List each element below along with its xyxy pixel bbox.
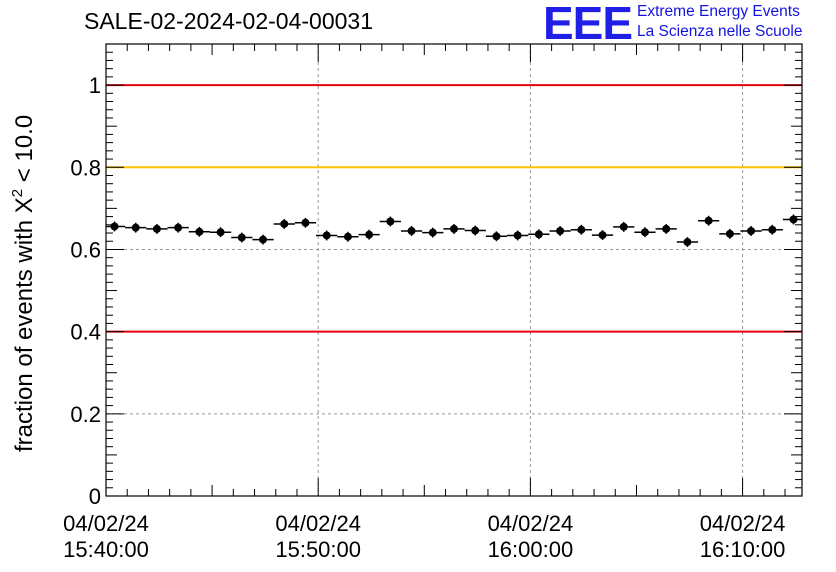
data-marker: [343, 232, 352, 241]
data-point: [146, 223, 168, 234]
data-marker: [789, 215, 798, 224]
y-tick-label: 1: [89, 73, 101, 98]
eee-logo-line1: Extreme Energy Events: [637, 3, 800, 20]
data-point: [379, 216, 401, 227]
data-marker: [640, 228, 649, 237]
data-point: [549, 226, 571, 236]
data-point: [106, 221, 126, 232]
data-point: [570, 224, 592, 235]
data-marker: [768, 225, 777, 234]
data-marker: [513, 231, 522, 240]
data-marker: [683, 238, 692, 247]
data-marker: [407, 226, 416, 235]
data-point: [507, 230, 529, 241]
data-marker: [110, 222, 119, 231]
data-point: [443, 223, 465, 234]
data-marker: [577, 225, 586, 234]
y-tick-label: 0.2: [70, 402, 101, 427]
data-point: [400, 226, 423, 236]
y-tick-label: 0.4: [70, 320, 101, 345]
data-point: [294, 217, 317, 228]
y-axis-label: fraction of events with X2 < 10.0: [9, 115, 38, 452]
x-tick-time-label: 16:00:00: [488, 537, 574, 562]
data-marker: [280, 219, 289, 228]
x-tick-time-label: 16:10:00: [700, 537, 786, 562]
data-marker: [704, 216, 713, 225]
data-point: [209, 227, 232, 238]
data-point: [337, 231, 359, 242]
data-point: [740, 226, 762, 236]
data-point: [464, 225, 486, 236]
data-marker: [365, 230, 374, 239]
data-point: [252, 234, 274, 245]
data-marker: [386, 217, 395, 226]
data-marker: [662, 224, 671, 233]
data-point: [167, 222, 189, 233]
data-marker: [195, 227, 204, 236]
x-tick-date-label: 04/02/24: [488, 511, 574, 536]
data-marker: [492, 232, 501, 241]
data-points: [106, 214, 802, 247]
data-marker: [259, 235, 268, 244]
data-point: [613, 221, 635, 232]
chart-title: SALE-02-2024-02-04-00031: [84, 8, 373, 34]
data-marker: [322, 231, 331, 240]
y-tick-label: 0: [89, 484, 101, 509]
data-point: [634, 227, 656, 238]
data-marker: [428, 228, 437, 237]
data-marker: [450, 224, 458, 233]
data-point: [316, 230, 338, 241]
data-point: [485, 231, 508, 242]
data-marker: [216, 228, 225, 237]
y-tick-label: 0.6: [70, 237, 101, 262]
x-tick-date-label: 04/02/24: [275, 511, 361, 536]
x-tick-date-label: 04/02/24: [63, 511, 149, 536]
plot-frame: [105, 43, 803, 497]
x-tick-date-label: 04/02/24: [700, 511, 786, 536]
data-point: [125, 222, 147, 233]
data-point: [231, 232, 253, 243]
data-marker: [534, 230, 543, 239]
data-marker: [598, 231, 607, 240]
data-marker: [301, 218, 310, 227]
data-marker: [556, 226, 565, 235]
data-point: [698, 215, 720, 226]
data-marker: [725, 229, 734, 238]
data-point: [719, 228, 741, 239]
data-marker: [747, 226, 756, 235]
y-axis-label-suffix: < 10.0: [11, 115, 38, 189]
data-point: [761, 224, 783, 235]
y-axis-label-superscript: 2: [9, 189, 26, 197]
data-marker: [152, 224, 161, 233]
reference-lines: [106, 84, 802, 333]
data-point: [188, 226, 210, 237]
data-point: [528, 229, 550, 240]
data-point: [782, 214, 802, 225]
x-tick-time-label: 15:50:00: [275, 537, 361, 562]
data-point: [358, 229, 380, 240]
data-point: [273, 219, 295, 229]
x-tick-time-label: 15:40:00: [63, 537, 149, 562]
eee-logo-line2: La Scienza nelle Scuole: [637, 23, 803, 40]
grid-layer: [106, 44, 802, 496]
y-axis-label-prefix: fraction of events with: [11, 213, 38, 452]
y-tick-label: 0.8: [70, 155, 101, 180]
data-point: [676, 237, 699, 247]
data-marker: [174, 223, 183, 232]
eee-logo: EEE Extreme Energy Events La Scienza nel…: [543, 0, 833, 46]
data-point: [655, 223, 677, 234]
data-marker: [619, 222, 628, 231]
data-point: [591, 230, 614, 241]
y-axis-label-symbol: X: [11, 197, 38, 213]
data-point: [422, 227, 444, 238]
data-marker: [237, 233, 246, 242]
data-marker: [471, 226, 480, 235]
eee-logo-mark: EEE: [543, 0, 633, 49]
data-marker: [131, 223, 140, 232]
axes: 00.20.40.60.8104/02/2415:40:0004/02/2415…: [63, 43, 803, 562]
